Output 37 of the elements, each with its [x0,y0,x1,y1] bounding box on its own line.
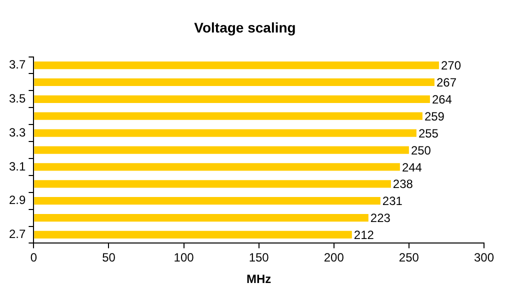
data-label: 264 [432,92,452,106]
data-label: 238 [392,177,414,192]
bar [34,197,380,205]
x-tick-label: 300 [474,250,494,265]
data-label: 212 [354,228,374,242]
x-tick-label: 200 [324,250,344,265]
y-tick-label: 2.7 [8,227,26,242]
data-label: 270 [440,58,462,73]
data-label: 231 [382,194,403,208]
bar [34,112,422,120]
bar [34,180,391,188]
x-tick-label: 50 [102,250,116,265]
x-tick-label: 100 [174,250,194,265]
bar [34,163,400,171]
bar [34,129,416,137]
data-label: 259 [424,109,445,124]
data-label: 223 [370,211,391,226]
x-tick-label: 150 [248,250,270,265]
y-tick-label: 3.5 [8,91,26,106]
y-tick-label: 3.1 [8,159,26,174]
data-label: 255 [418,126,439,140]
bar [34,230,352,239]
bar [34,146,409,154]
x-tick-label: 0 [30,250,38,265]
bar [34,61,439,70]
y-tick-label: 3.3 [8,125,26,140]
data-label: 267 [436,76,457,90]
x-tick-label: 250 [398,250,420,265]
y-tick-label: 2.9 [8,193,26,208]
bar [34,95,430,103]
bar [34,78,434,86]
chart-title: Voltage scaling [194,19,296,36]
x-axis-title: MHz [246,272,272,286]
bar [34,214,368,222]
data-label: 250 [410,143,432,158]
data-label: 244 [402,160,422,174]
y-tick-label: 3.7 [8,58,26,72]
